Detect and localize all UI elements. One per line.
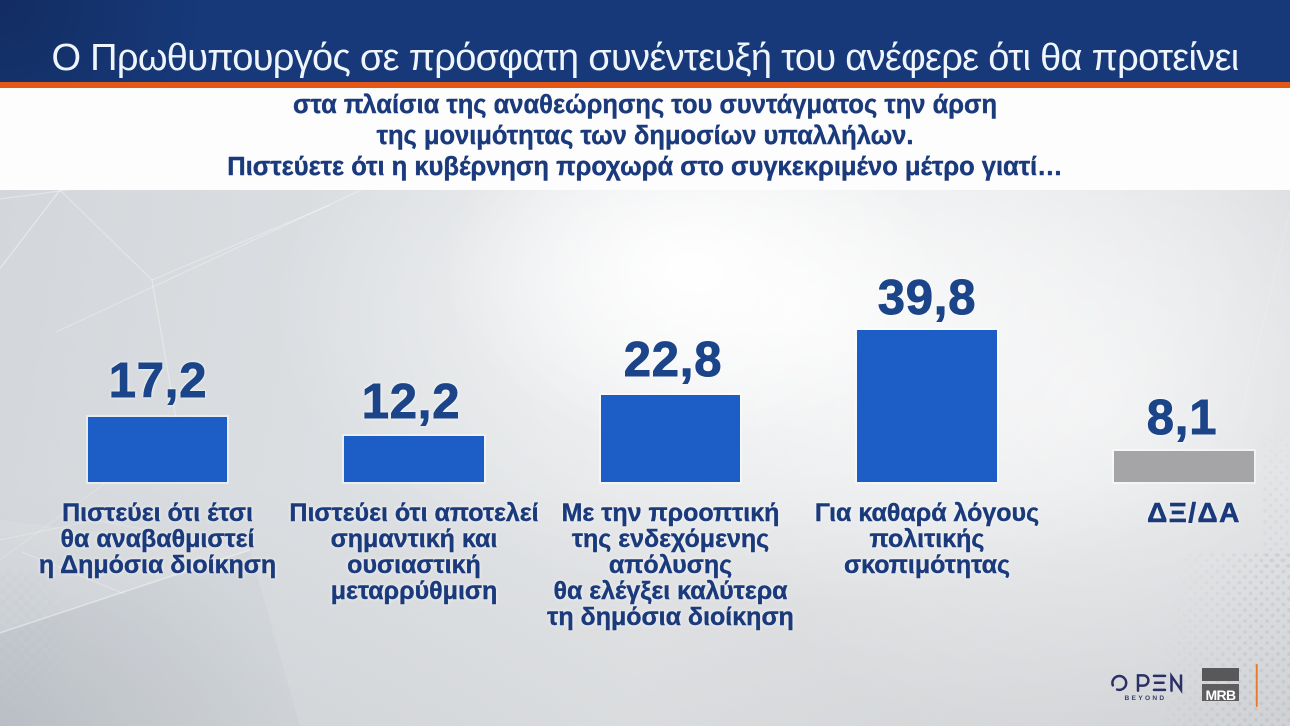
svg-text:BEYOND: BEYOND	[1124, 695, 1166, 702]
svg-text:MRB: MRB	[1205, 687, 1236, 703]
